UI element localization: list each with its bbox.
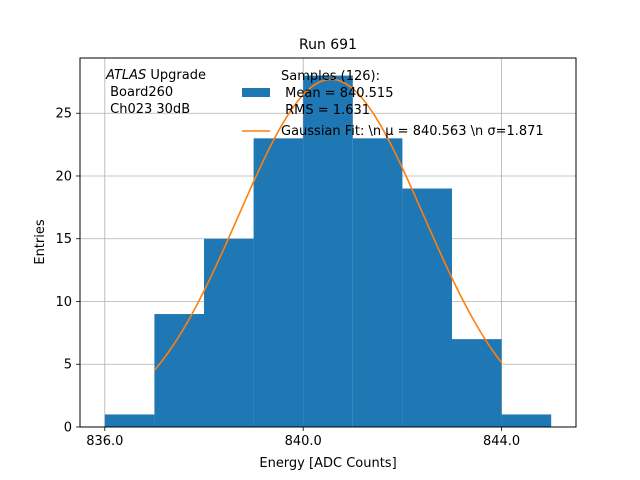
histogram-bar <box>452 339 502 427</box>
bars <box>104 75 552 428</box>
histogram-bar <box>352 138 403 427</box>
y-tick-label: 15 <box>55 232 72 247</box>
x-tick-label: 836.0 <box>86 434 123 449</box>
legend: Samples (126): Mean = 840.515 RMS = 1.63… <box>242 69 544 139</box>
atlas-annotation: ATLAS Upgrade Board260 Ch023 30dB <box>105 68 206 117</box>
x-tick-label: 840.0 <box>285 434 322 449</box>
gaussian-fit-line <box>153 78 503 371</box>
y-axis-label: Entries <box>33 219 48 265</box>
histogram-bar <box>501 414 552 427</box>
legend-histogram-line-2: Mean = 840.515 <box>281 86 393 101</box>
x-axis-ticks: 836.0 840.0 844.0 <box>86 427 520 449</box>
histogram-bar <box>204 238 254 427</box>
legend-histogram-swatch <box>242 88 270 97</box>
y-tick-label: 20 <box>55 169 72 184</box>
histogram-bar <box>402 188 452 427</box>
legend-histogram-line-1: Samples (126): <box>281 69 380 84</box>
chart-title: Run 691 <box>299 37 357 53</box>
legend-histogram-line-3: RMS = 1.631 <box>281 103 370 118</box>
annotation-atlas-italic: ATLAS <box>105 68 146 83</box>
annotation-upgrade: Upgrade <box>146 68 206 83</box>
legend-fit-label: Gaussian Fit: \n μ = 840.563 \n σ=1.871 <box>281 124 544 139</box>
annotation-line-3: Ch023 30dB <box>106 102 190 117</box>
y-tick-label: 25 <box>55 107 72 122</box>
histogram-bar <box>303 75 353 428</box>
x-tick-label: 844.0 <box>483 434 520 449</box>
plot-frame <box>79 57 577 428</box>
histogram-bar <box>104 414 155 427</box>
y-tick-label: 5 <box>64 358 72 373</box>
y-tick-label: 10 <box>55 295 72 310</box>
annotation-line-2: Board260 <box>106 85 173 100</box>
histogram-bar <box>154 314 204 427</box>
y-tick-label: 0 <box>64 421 72 436</box>
y-axis-ticks: 0 5 10 15 20 25 <box>55 107 80 436</box>
histogram-bar <box>253 138 304 427</box>
x-axis-label: Energy [ADC Counts] <box>259 456 396 471</box>
annotation-line-1: ATLAS Upgrade <box>105 68 206 83</box>
